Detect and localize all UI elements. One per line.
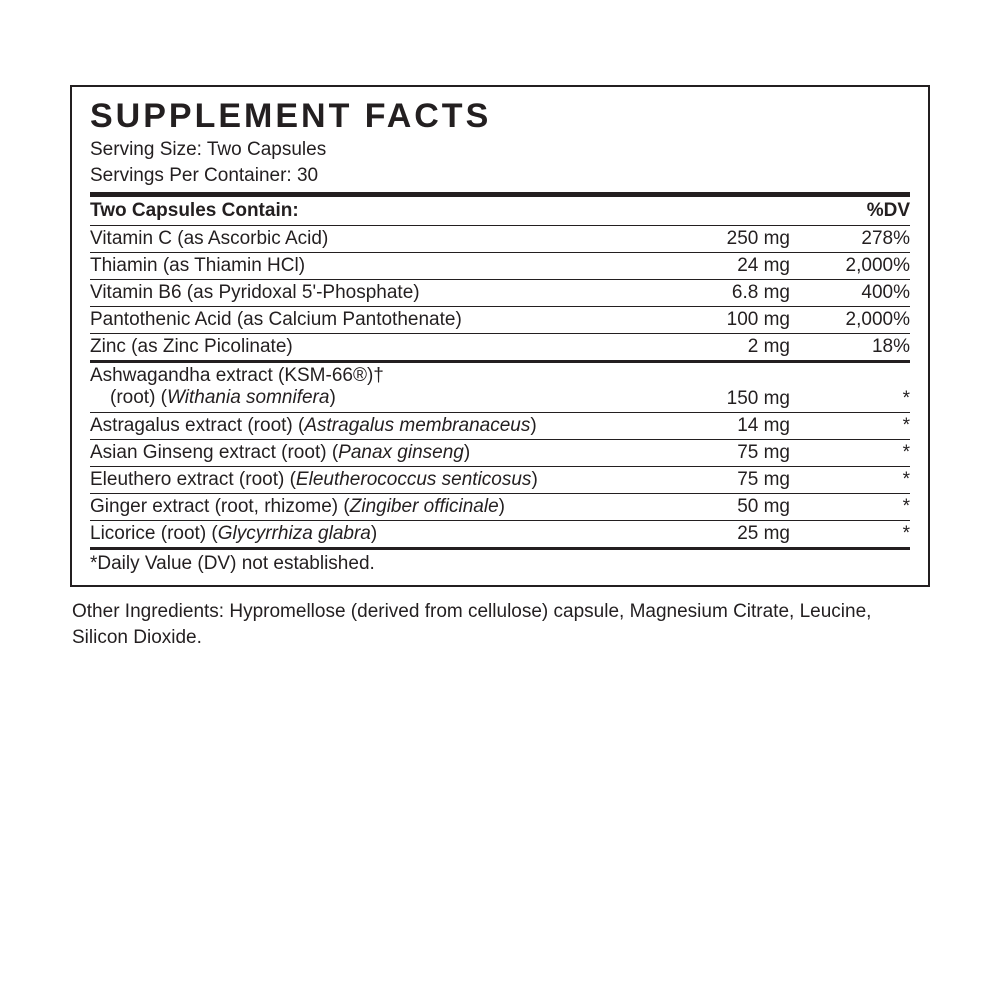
ingredient-dv: 400% [790,282,910,304]
header-dv: %DV [790,200,910,222]
table-row: Astragalus extract (root) (Astragalus me… [90,413,910,439]
ingredient-amount: 14 mg [670,415,790,437]
other-ingredients: Other Ingredients: Hypromellose (derived… [70,599,930,650]
ingredient-name: Pantothenic Acid (as Calcium Pantothenat… [90,309,670,331]
ingredient-dv: 2,000% [790,255,910,277]
header-contain: Two Capsules Contain: [90,200,670,222]
table-row: Licorice (root) (Glycyrrhiza glabra) 25 … [90,521,910,547]
ingredient-name: Licorice (root) (Glycyrrhiza glabra) [90,523,670,545]
ingredient-name: Vitamin C (as Ascorbic Acid) [90,228,670,250]
ingredient-amount: 50 mg [670,496,790,518]
table-row: Ashwagandha extract (KSM-66®)† (root) (W… [90,363,910,413]
ingredient-dv: 278% [790,228,910,250]
ingredient-amount: 2 mg [670,336,790,358]
ingredient-name: Zinc (as Zinc Picolinate) [90,336,670,358]
supplement-facts-panel: SUPPLEMENT FACTS Serving Size: Two Capsu… [70,85,930,587]
table-header: Two Capsules Contain: %DV [90,197,910,225]
ingredient-amount: 24 mg [670,255,790,277]
ingredient-dv: * [790,415,910,437]
table-row: Eleuthero extract (root) (Eleutherococcu… [90,467,910,493]
ingredient-amount: 150 mg [670,388,790,410]
table-row: Zinc (as Zinc Picolinate) 2 mg 18% [90,334,910,360]
ingredient-name: Thiamin (as Thiamin HCl) [90,255,670,277]
ingredient-amount: 100 mg [670,309,790,331]
serving-size: Serving Size: Two Capsules [90,138,910,162]
ingredient-dv: * [790,523,910,545]
ingredient-name: Ginger extract (root, rhizome) (Zingiber… [90,496,670,518]
ingredient-dv: * [790,388,910,410]
table-row: Asian Ginseng extract (root) (Panax gins… [90,440,910,466]
ingredient-amount: 75 mg [670,442,790,464]
ingredient-name: Astragalus extract (root) (Astragalus me… [90,415,670,437]
ingredient-dv: 18% [790,336,910,358]
ingredient-amount: 25 mg [670,523,790,545]
panel-title: SUPPLEMENT FACTS [90,97,910,136]
table-row: Thiamin (as Thiamin HCl) 24 mg 2,000% [90,253,910,279]
ingredient-amount: 6.8 mg [670,282,790,304]
table-row: Vitamin B6 (as Pyridoxal 5'-Phosphate) 6… [90,280,910,306]
ingredient-name: Eleuthero extract (root) (Eleutherococcu… [90,469,670,491]
table-row: Pantothenic Acid (as Calcium Pantothenat… [90,307,910,333]
table-row: Ginger extract (root, rhizome) (Zingiber… [90,494,910,520]
ingredient-name: Ashwagandha extract (KSM-66®)† (root) (W… [90,365,670,411]
ingredient-dv: * [790,442,910,464]
dv-footnote: *Daily Value (DV) not established. [90,550,910,577]
ingredient-amount: 75 mg [670,469,790,491]
ingredient-name: Vitamin B6 (as Pyridoxal 5'-Phosphate) [90,282,670,304]
ingredient-dv: * [790,469,910,491]
ingredient-amount: 250 mg [670,228,790,250]
servings-per-container: Servings Per Container: 30 [90,164,910,188]
table-row: Vitamin C (as Ascorbic Acid) 250 mg 278% [90,226,910,252]
ingredient-dv: 2,000% [790,309,910,331]
ingredient-dv: * [790,496,910,518]
ingredient-name: Asian Ginseng extract (root) (Panax gins… [90,442,670,464]
